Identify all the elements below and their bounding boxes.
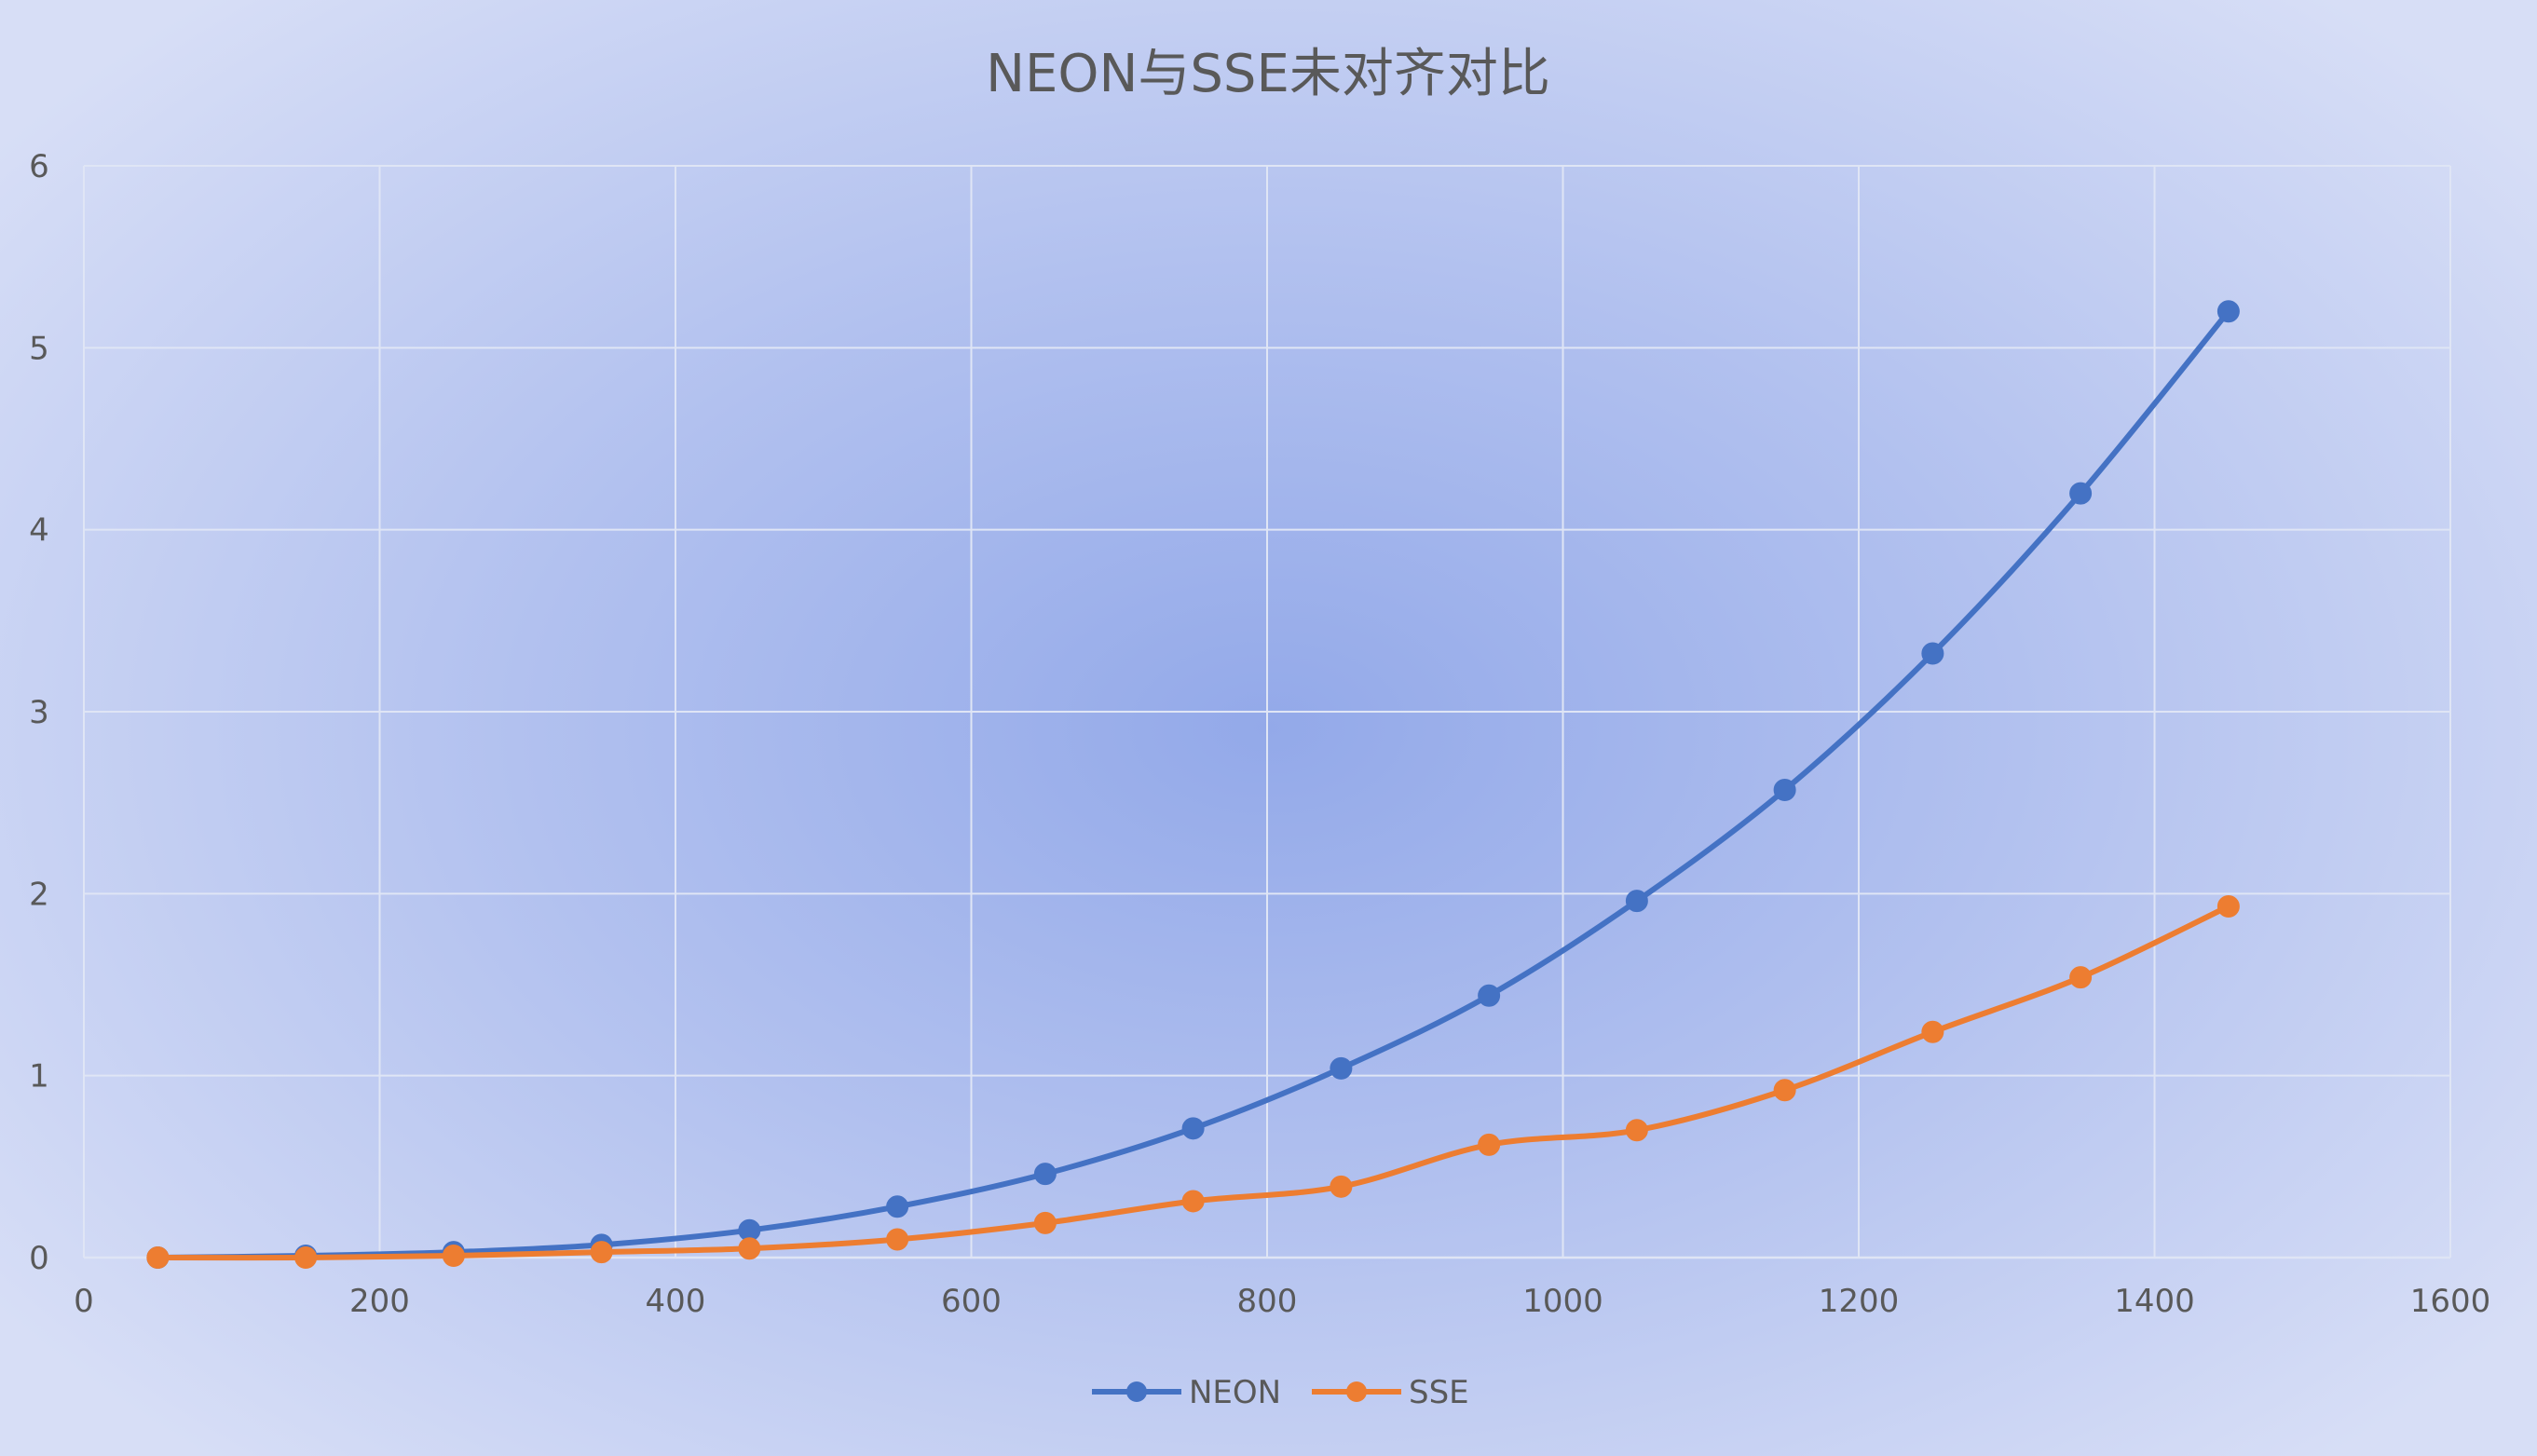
series-line-neon bbox=[155, 308, 2231, 1260]
x-tick-label: 1000 bbox=[1522, 1283, 1603, 1320]
data-point-neon bbox=[1330, 1056, 1353, 1080]
data-point-sse bbox=[2069, 966, 2093, 989]
y-tick-label: 2 bbox=[29, 876, 49, 913]
y-tick-label: 5 bbox=[29, 330, 49, 367]
legend-item-sse: SSE bbox=[1312, 1374, 1469, 1411]
data-point-neon bbox=[1773, 778, 1796, 801]
x-tick-label: 600 bbox=[941, 1283, 1002, 1320]
data-point-sse bbox=[1033, 1211, 1057, 1234]
data-point-sse bbox=[442, 1245, 465, 1268]
data-point-sse bbox=[1330, 1175, 1353, 1198]
x-tick-label: 1200 bbox=[1819, 1283, 1900, 1320]
y-tick-label: 4 bbox=[29, 512, 49, 550]
legend: NEON SSE bbox=[1092, 1374, 1469, 1411]
axes: 0 200 400 600 800 1000 1200 1400 1600 0 1 2 3 4 5 6 bbox=[29, 148, 2490, 1320]
legend-swatch-marker bbox=[1126, 1381, 1147, 1402]
data-point-neon bbox=[1033, 1163, 1057, 1186]
data-point-sse bbox=[590, 1241, 613, 1264]
y-tick-label: 0 bbox=[29, 1240, 49, 1277]
data-point-sse bbox=[738, 1237, 761, 1260]
legend-item-neon: NEON bbox=[1092, 1374, 1281, 1411]
data-point-sse bbox=[1625, 1119, 1648, 1142]
x-tick-label: 1400 bbox=[2114, 1283, 2195, 1320]
chart-title: NEON与SSE未对齐对比 bbox=[986, 44, 1550, 104]
data-point-neon bbox=[2216, 300, 2240, 323]
data-point-sse bbox=[886, 1228, 909, 1251]
legend-swatch-marker bbox=[1346, 1381, 1367, 1402]
series-neon bbox=[146, 300, 2240, 1269]
gridlines bbox=[83, 165, 2451, 1259]
data-point-neon bbox=[1625, 890, 1648, 913]
x-tick-label: 400 bbox=[646, 1283, 706, 1320]
data-point-sse bbox=[1921, 1020, 1944, 1043]
data-point-sse bbox=[2216, 895, 2240, 919]
data-point-sse bbox=[1181, 1190, 1205, 1213]
data-point-neon bbox=[1181, 1117, 1205, 1140]
legend-label: SSE bbox=[1409, 1374, 1469, 1411]
data-point-sse bbox=[294, 1246, 318, 1269]
data-point-neon bbox=[2069, 482, 2093, 505]
data-point-sse bbox=[146, 1246, 170, 1269]
legend-label: NEON bbox=[1189, 1374, 1281, 1411]
series-sse bbox=[146, 895, 2240, 1269]
y-tick-label: 1 bbox=[29, 1058, 49, 1095]
data-point-sse bbox=[1478, 1133, 1501, 1156]
y-tick-label: 6 bbox=[29, 148, 49, 185]
data-point-neon bbox=[1478, 984, 1501, 1007]
series-layer bbox=[146, 300, 2240, 1269]
x-tick-label: 0 bbox=[74, 1283, 94, 1320]
data-point-neon bbox=[886, 1195, 909, 1218]
data-point-neon bbox=[1921, 642, 1944, 665]
x-tick-label: 800 bbox=[1237, 1283, 1298, 1320]
data-point-sse bbox=[1773, 1079, 1796, 1102]
x-tick-label: 1600 bbox=[2410, 1283, 2491, 1320]
y-tick-label: 3 bbox=[29, 694, 49, 731]
x-tick-label: 200 bbox=[349, 1283, 410, 1320]
